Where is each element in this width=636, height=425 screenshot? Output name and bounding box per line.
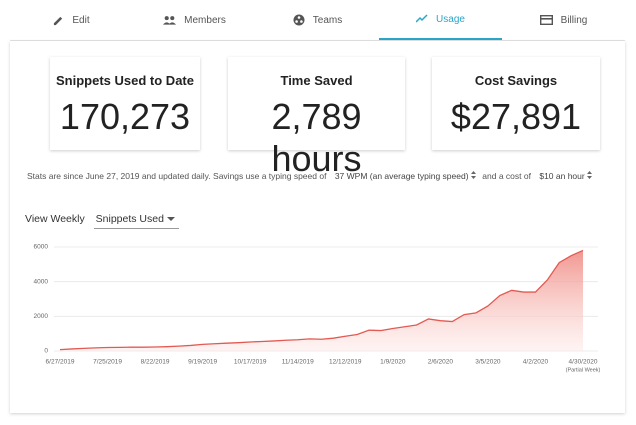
y-tick-label: 2000 <box>34 313 49 320</box>
tab-label: Members <box>184 14 226 26</box>
x-tick-label: 4/2/2020 <box>523 359 549 366</box>
chart: 0 2000 4000 6000 6/27/2019 7/25/2019 8/22/2019… <box>34 244 601 374</box>
tab[interactable]: Usage <box>379 0 502 40</box>
select-value: 37 WPM (an average typing speed) <box>334 171 469 181</box>
tab[interactable]: Members <box>133 0 256 40</box>
tab-bar: Edit Members Teams Usage Billing <box>10 0 625 41</box>
cost-select[interactable]: $10 an hour <box>539 171 593 181</box>
select-arrows <box>470 171 476 179</box>
select-arrows <box>587 171 593 179</box>
usage-icon <box>416 14 428 23</box>
y-tick-label: 0 <box>44 348 48 355</box>
stat-label: Time Saved <box>280 73 353 88</box>
tab[interactable]: Teams <box>256 0 379 40</box>
x-tick-label: 9/19/2019 <box>188 359 217 366</box>
note-text: Stats are since June 27, 2019 and update… <box>27 171 327 181</box>
usage-panel: Snippets Used to Date 170,273 Time Saved 2… <box>10 41 625 413</box>
x-tick-label: 7/25/2019 <box>93 359 122 366</box>
select-value: $10 an hour <box>539 171 585 181</box>
view-label: View Weekly <box>25 213 85 225</box>
x-tick-label: 2/6/2020 <box>428 359 454 366</box>
y-tick-label: 6000 <box>34 244 49 251</box>
x-tick-label: 6/27/2019 <box>46 359 75 366</box>
stat-value: $27,891 <box>450 96 582 137</box>
speed-select[interactable]: 37 WPM (an average typing speed) <box>335 171 476 181</box>
line <box>59 249 584 351</box>
stat-card: Cost Savings $27,891 <box>432 57 600 150</box>
note-text: and a cost of <box>482 171 531 181</box>
stats-note: Stats are since June 27, 2019 and update… <box>27 171 596 181</box>
stat-value: 170,273 <box>59 96 191 137</box>
x-note: (Partial Week) <box>566 367 601 373</box>
x-tick-label: 11/14/2019 <box>282 359 314 366</box>
x-tick-label: 10/17/2019 <box>234 359 267 366</box>
stat-label: Cost Savings <box>474 73 558 88</box>
view-control: View Weekly Snippets Used <box>25 213 179 229</box>
x-tick-label: 3/5/2020 <box>475 359 501 366</box>
stat-value: 2,789 hours <box>271 96 362 179</box>
billing-icon <box>539 15 553 25</box>
tab-label: Edit <box>72 14 90 26</box>
tab-label: Billing <box>560 14 588 26</box>
tab[interactable]: Edit <box>10 0 133 40</box>
x-tick-label: 8/22/2019 <box>141 359 170 366</box>
stat-card: Snippets Used to Date 170,273 <box>50 57 200 150</box>
stat-label: Snippets Used to Date <box>56 73 194 88</box>
select-value: Snippets Used <box>95 213 164 225</box>
tab-label: Usage <box>436 13 465 25</box>
edit-icon <box>54 16 63 25</box>
x-tick-label: 1/9/2020 <box>380 359 406 366</box>
dropdown-arrow <box>166 217 175 221</box>
members-icon <box>163 16 177 25</box>
x-tick-label: 4/30/2020 <box>569 359 598 366</box>
area <box>60 250 583 351</box>
metric-select[interactable]: Snippets Used <box>93 213 179 229</box>
stat-card: Time Saved 2,789 hours <box>228 57 405 179</box>
y-tick-label: 4000 <box>34 278 49 285</box>
tab[interactable]: Billing <box>502 0 625 40</box>
teams-icon <box>293 14 305 26</box>
x-tick-label: 12/12/2019 <box>329 359 362 366</box>
tab-label: Teams <box>312 14 343 26</box>
